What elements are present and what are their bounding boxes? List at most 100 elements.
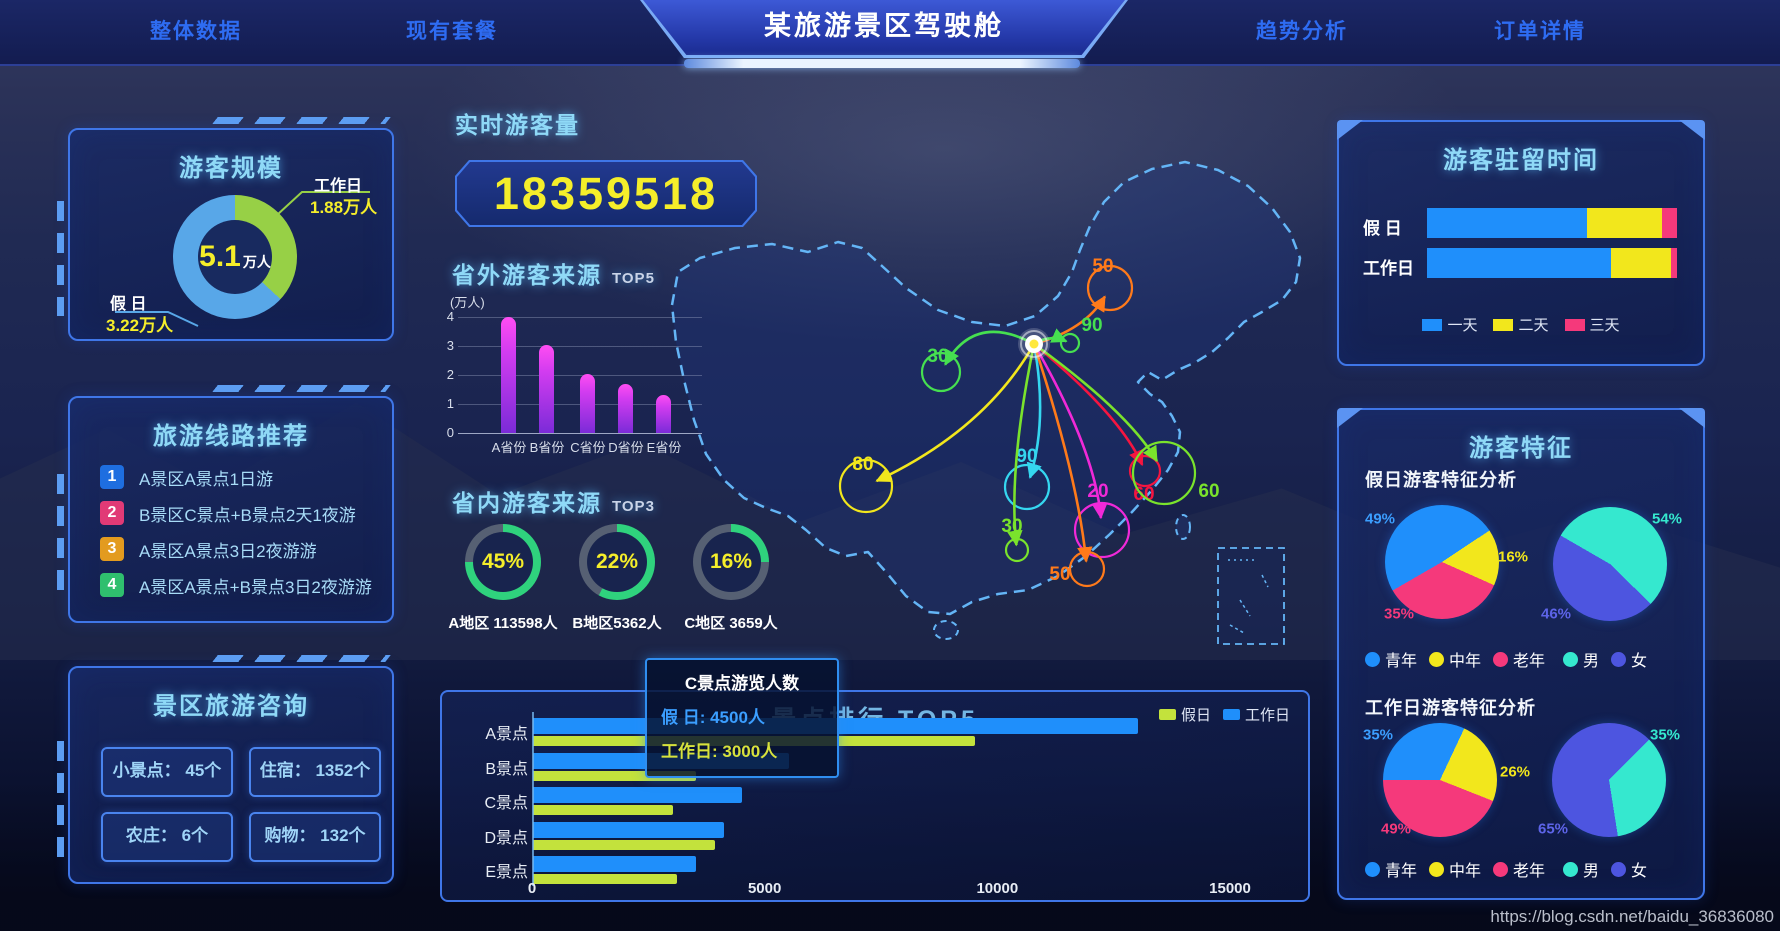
legend-item[interactable]: 男 (1563, 857, 1599, 881)
holiday-callout-label: 假 日 (110, 296, 147, 313)
tab-order-details[interactable]: 订单详情 (1494, 20, 1586, 43)
flow-circle (1128, 454, 1162, 488)
flow-arrow (1007, 343, 1036, 547)
legend-item[interactable]: 青年 (1365, 857, 1417, 881)
route-rank-badge: 1 (100, 465, 124, 489)
legend-label: 假日 (1180, 707, 1211, 724)
route-list-item: 2 B景区C景点+B景点2天1夜游 (100, 500, 356, 526)
stacked-bar[interactable] (1427, 248, 1677, 278)
panel-stay-duration: 游客驻留时间 假 日工作日 一天 二天 三天 (1337, 120, 1705, 366)
legend-item[interactable]: 假日 (1158, 704, 1211, 725)
bar[interactable] (501, 317, 516, 433)
pie-holiday-age[interactable] (1385, 505, 1499, 619)
legend-item[interactable]: 女 (1611, 647, 1647, 671)
legend-label: 男 (1583, 653, 1600, 670)
flow-arrow (1026, 343, 1042, 479)
stacked-bar[interactable] (1427, 208, 1677, 238)
consult-stat-box[interactable]: 农庄： 6个 (101, 812, 233, 862)
tab-trend-analysis[interactable]: 趋势分析 (1256, 20, 1348, 43)
panel-title: 旅游线路推荐 (153, 423, 309, 450)
legend-swatch (1611, 861, 1627, 877)
panel-title: 游客驻留时间 (1443, 147, 1599, 174)
legend-item[interactable]: 女 (1611, 857, 1647, 881)
legend-label: 男 (1583, 863, 1600, 880)
bar-工作日[interactable] (533, 821, 724, 838)
workday-callout-value: 1.88万人 (310, 198, 378, 217)
pie-holiday-gender[interactable] (1553, 507, 1667, 621)
title-underline (684, 59, 1080, 68)
bar[interactable] (539, 345, 554, 433)
x-axis-tick-label: 15000 (1209, 880, 1251, 897)
route-label: A景区A景点1日游 (139, 469, 274, 489)
legend-item[interactable]: 中年 (1429, 647, 1481, 671)
legend-swatch (1222, 709, 1240, 720)
progress-ring[interactable]: 16% (693, 524, 769, 600)
bar-假日[interactable] (533, 839, 715, 850)
donut-center-value: 5.1 万人 (173, 195, 297, 319)
y-axis-tick-label: 2 (446, 367, 454, 382)
south-china-sea-inset (1217, 547, 1285, 645)
visitor-scale-donut-chart[interactable] (173, 195, 297, 319)
consult-stat-box[interactable]: 住宿： 1352个 (249, 747, 381, 797)
flow-arrow (1033, 342, 1159, 463)
legend-item[interactable]: 一天 (1422, 314, 1477, 335)
flow-value-label: 20 (1087, 481, 1108, 502)
route-label: A景区A景点3日2夜游游 (139, 541, 317, 561)
bar-假日[interactable] (533, 805, 673, 815)
legend-item[interactable]: 工作日 (1222, 704, 1290, 725)
bar[interactable] (618, 384, 633, 433)
flow-arrows-group: 50 90 30 80 90 20 60 60 30 50 (838, 256, 1220, 588)
consult-stat-box[interactable]: 购物： 132个 (249, 812, 381, 862)
flow-value-label: 80 (852, 454, 873, 475)
legend-item[interactable]: 青年 (1365, 647, 1417, 671)
bar[interactable] (656, 395, 671, 433)
legend-item[interactable]: 男 (1563, 647, 1599, 671)
legend-item[interactable]: 三天 (1564, 314, 1620, 335)
tab-overall-data[interactable]: 整体数据 (150, 20, 242, 43)
bar-segment (1610, 248, 1671, 278)
bar-假日[interactable] (533, 770, 696, 781)
legend: 青年 中年 老年男女 (1365, 647, 1695, 670)
corner-bracket-icon (1679, 408, 1705, 428)
corner-bracket-icon (1679, 120, 1705, 140)
x-axis-tick-label: 0 (527, 880, 537, 897)
corner-bracket-icon (1337, 120, 1363, 140)
total-value: 5.1 (199, 240, 241, 273)
bar[interactable] (580, 374, 595, 433)
progress-ring[interactable]: 45% (465, 524, 541, 600)
legend-item[interactable]: 中年 (1429, 857, 1481, 881)
gridline (458, 317, 702, 318)
flow-circle (1004, 537, 1030, 563)
out-province-title: 省外游客来源 TOP5 (452, 256, 655, 290)
legend-group: 男女 (1563, 647, 1647, 671)
y-axis-unit: (万人) (450, 295, 485, 310)
flow-arrow (944, 330, 1035, 366)
legend-swatch (1365, 861, 1380, 877)
flow-arrow (1032, 343, 1108, 520)
realtime-counter-value: 18359518 (493, 167, 719, 219)
progress-ring[interactable]: 22% (579, 524, 655, 600)
tab-packages[interactable]: 现有套餐 (406, 20, 498, 43)
gridline (458, 346, 702, 347)
flow-arrow (1033, 328, 1068, 346)
bar-工作日[interactable] (533, 787, 743, 803)
legend-item[interactable]: 老年 (1493, 647, 1545, 671)
flow-circle (1086, 264, 1134, 312)
panel-visitor-features: 游客特征 假日游客特征分析 工作日游客特征分析 49% 16% 35% 54% 46% 3… (1337, 408, 1705, 900)
top-nav: 整体数据 现有套餐 趋势分析 订单详情 某旅游景区驾驶舱 (0, 0, 1780, 68)
consult-stat-box[interactable]: 小景点： 45个 (101, 747, 233, 797)
pie-workday-gender[interactable] (1552, 723, 1666, 837)
workday-callout-label: 工作日 (314, 178, 363, 195)
x-axis-tick-label: 10000 (976, 880, 1019, 897)
legend-item[interactable]: 老年 (1493, 857, 1545, 881)
bar-工作日[interactable] (533, 856, 696, 872)
y-axis-category-label: A景点 (485, 726, 528, 743)
bar-segment (1670, 248, 1677, 278)
rank-legend: 假日 工作日 (1158, 704, 1290, 725)
title-trapezoid: 某旅游景区驾驶舱 (640, 0, 1128, 58)
bar-segment (1587, 208, 1662, 238)
top5-tag: TOP5 (612, 270, 655, 287)
legend-item[interactable]: 二天 (1493, 314, 1549, 335)
